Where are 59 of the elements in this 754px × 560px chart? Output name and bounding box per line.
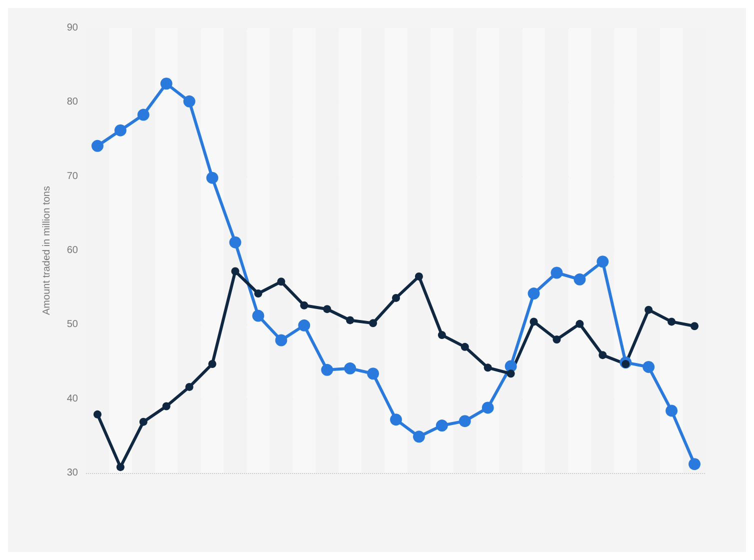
point — [666, 404, 678, 417]
point — [436, 420, 448, 432]
point — [392, 294, 400, 302]
point — [412, 430, 425, 443]
y-tick-label: 50 — [66, 319, 78, 330]
point — [690, 322, 699, 330]
point — [183, 95, 196, 108]
point — [323, 305, 332, 314]
point — [506, 370, 515, 378]
point — [229, 236, 242, 248]
point — [596, 256, 609, 268]
y-tick-label: 40 — [66, 393, 78, 404]
point — [574, 273, 586, 286]
point — [552, 336, 561, 344]
point — [160, 78, 172, 90]
point — [460, 342, 469, 351]
point — [344, 362, 356, 374]
point — [528, 288, 540, 300]
point — [254, 290, 262, 298]
point — [482, 402, 494, 414]
y-tick-label: 80 — [66, 96, 78, 108]
point — [642, 360, 655, 373]
point — [550, 266, 563, 279]
point — [438, 331, 446, 340]
point — [114, 124, 126, 136]
point — [91, 140, 104, 152]
point — [530, 318, 538, 326]
point — [484, 364, 492, 372]
y-axis-title: Amount traded in million tons — [42, 186, 52, 315]
point — [346, 316, 354, 324]
y-tick-label: 60 — [66, 245, 78, 256]
point — [576, 320, 584, 328]
point — [688, 458, 701, 470]
point — [116, 463, 124, 472]
point — [668, 318, 676, 326]
point — [390, 414, 402, 426]
y-tick-label: 90 — [66, 22, 78, 34]
point — [644, 306, 653, 314]
point — [369, 319, 378, 328]
point — [231, 267, 240, 276]
point — [137, 108, 150, 121]
point — [275, 334, 288, 346]
point — [414, 272, 423, 280]
point — [298, 319, 310, 332]
point — [208, 360, 216, 368]
point — [367, 368, 380, 380]
point — [252, 310, 264, 322]
point — [139, 418, 148, 426]
point — [598, 351, 607, 360]
y-tick-label: 30 — [66, 468, 78, 478]
point — [162, 402, 170, 410]
point — [300, 301, 308, 310]
point — [206, 172, 218, 184]
point — [321, 364, 334, 376]
point — [277, 278, 286, 286]
point — [185, 382, 194, 391]
point — [458, 415, 471, 428]
y-tick-label: 70 — [66, 170, 78, 182]
point — [93, 410, 102, 418]
